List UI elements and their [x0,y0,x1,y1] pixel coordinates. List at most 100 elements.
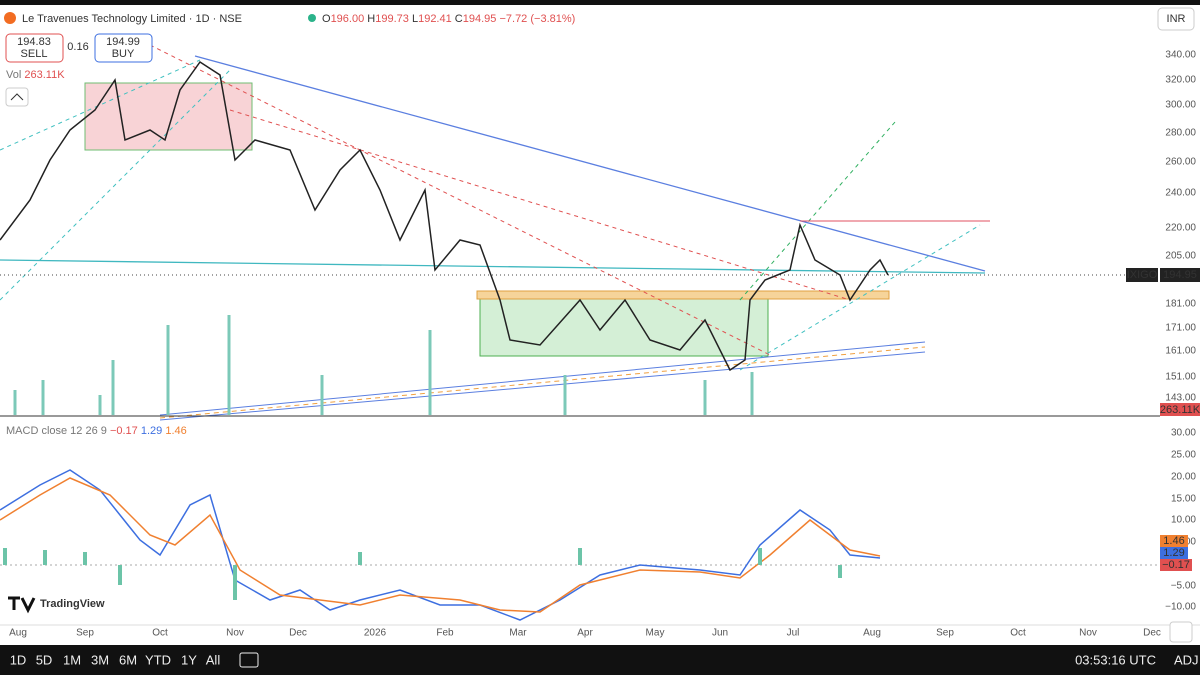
trendline [159,341,926,416]
signal-line [0,477,881,613]
ticker: IXIGO [1127,269,1158,281]
time-tick-label: Sep [936,628,954,639]
range-button[interactable]: 5D [36,652,53,667]
interval: 1D [195,13,209,25]
channel [739,224,981,371]
date-range-icon[interactable] [239,652,259,668]
price-badge [1160,268,1200,282]
volume-badge [1160,403,1200,416]
signal-value: 1.46 [1163,535,1184,547]
top-bar [0,0,1200,5]
buy-button[interactable] [94,33,153,63]
value: −0.17 [110,425,138,437]
label: O [322,13,331,25]
sell-label[interactable]: SELL [21,48,48,60]
price-tick-label: 340.00 [1165,50,1196,61]
price-tick-label: 171.00 [1165,323,1196,334]
channel [0,69,231,301]
time-tick-label: Oct [152,628,168,639]
value: 196.00 [331,13,365,25]
label: H [367,13,375,25]
range-buttons: 1D 5D 1M 3M 6M YTD 1Y All [10,652,221,667]
time-tick-label: Aug [863,628,881,639]
value: 194.95 [463,13,497,25]
settings-button[interactable] [1169,621,1193,643]
buy-label[interactable]: BUY [112,48,135,60]
volume-value: 263.11K [1160,404,1200,416]
zone-box [479,297,769,357]
time-tick-label: 2026 [364,628,387,639]
range-button[interactable]: 3M [91,652,109,667]
currency[interactable]: INR [1167,13,1186,25]
logo: TradingView [40,598,105,610]
value: 263.11K [24,69,65,81]
clock: 03:53:16 UTC [1075,652,1156,667]
price-tick-label: 205.00 [1165,251,1196,262]
trendline [0,259,986,274]
macd-legend: MACD close 12 26 9 −0.17 1.29 1.46 [6,425,187,437]
macd-tick-label: 30.00 [1171,428,1196,439]
symbol: Le Travenues Technology Limited · 1D · N… [22,13,242,25]
adj-button[interactable]: ADJ [1174,652,1199,667]
sell-price[interactable]: 194.83 [17,36,51,48]
currency-button[interactable] [1157,7,1195,31]
market-status [308,14,316,22]
time-tick-label: Nov [1079,628,1097,639]
time-tick-label: Sep [76,628,94,639]
hist-value: −0.17 [1162,559,1190,571]
price-tick-label: 161.00 [1165,346,1196,357]
macd-tick-label: 20.00 [1171,472,1196,483]
time-tick-label: Aug [9,628,27,639]
time-tick-label: Nov [226,628,244,639]
label: C [455,13,463,25]
zone-box [84,82,253,151]
macd-value: 1.29 [1163,547,1184,559]
range-button[interactable]: 1Y [181,652,197,667]
macd-tick-label: −5.00 [1171,581,1197,592]
collapse-button[interactable] [5,87,29,107]
time-tick-label: Jul [787,628,800,639]
range-button[interactable]: 1M [63,652,81,667]
range-button[interactable]: All [206,652,221,667]
value: 199.73 [375,13,409,25]
price-tick-label: 280.00 [1165,128,1196,139]
trendline [194,55,986,272]
range-button[interactable]: 1D [10,652,27,667]
spread: 0.16 [67,41,88,53]
value: 1.29 [141,425,162,437]
logo-mark [8,596,36,614]
price-path [0,60,889,372]
price-tick-label: 240.00 [1165,188,1196,199]
symbol-name: Le Travenues Technology Limited [22,13,186,25]
macd-tick-label: 25.00 [1171,450,1196,461]
exchange: NSE [219,13,242,25]
buy-price[interactable]: 194.99 [106,36,140,48]
hist-badge [1160,559,1192,571]
price-tick-label: 220.00 [1165,223,1196,234]
price-tick-label: 181.00 [1165,299,1196,310]
time-axis: Aug Sep Oct Nov Dec 2026 Feb Mar Apr May Jun Jul Aug… [9,628,1161,639]
range-button[interactable]: 6M [119,652,137,667]
price-axis: 340.00 320.00 300.00 280.00 260.00 240.00 220.… [1165,50,1196,404]
macd-line [0,469,881,621]
ohlc: O196.00 H199.73 L192.41 C194.95 −7.72 (−… [322,13,575,25]
time-tick-label: Apr [577,628,593,639]
macd-histogram [3,548,842,600]
value: 192.41 [418,13,452,25]
volume-bars [13,315,754,415]
chevron [10,93,24,101]
signal-badge [1160,535,1188,547]
price-tick-label: 260.00 [1165,157,1196,168]
time-tick-label: Dec [1143,628,1161,639]
label: MACD close 12 26 9 [6,425,107,437]
price-tick-label: 151.00 [1165,372,1196,383]
trendline [159,346,926,419]
sell-button[interactable] [5,33,64,63]
macd-badge [1160,547,1188,559]
range-button[interactable]: YTD [145,652,171,667]
symbol-icon [4,12,16,24]
price-tick-label: 143.00 [1165,393,1196,404]
volume: Vol 263.11K [6,69,65,81]
time-tick-label: Dec [289,628,307,639]
